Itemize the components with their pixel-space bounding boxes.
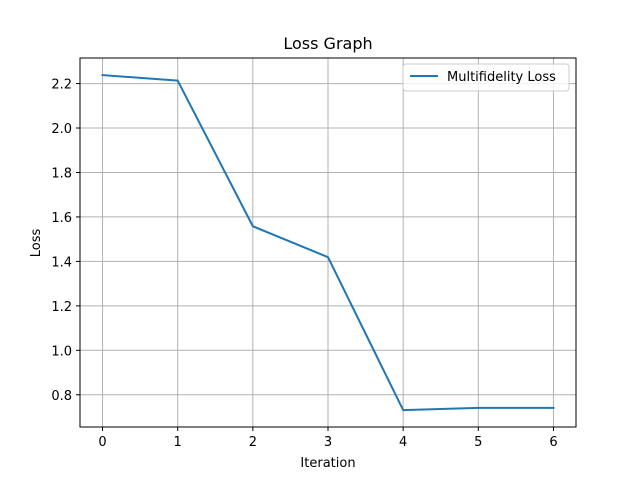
chart-title: Loss Graph xyxy=(283,34,372,53)
y-tick-label: 2.0 xyxy=(51,122,72,137)
x-tick-label: 0 xyxy=(98,435,106,450)
y-tick-label: 1.2 xyxy=(51,300,72,315)
y-axis-label: Loss xyxy=(29,229,44,258)
legend-box xyxy=(402,63,570,92)
y-tick-label: 1.4 xyxy=(51,255,72,270)
x-axis-ticks: 0 1 2 3 4 5 6 xyxy=(98,427,558,450)
grid-lines xyxy=(80,58,576,427)
y-tick-label: 0.8 xyxy=(51,389,72,404)
x-tick-label: 5 xyxy=(474,435,482,450)
x-tick-label: 2 xyxy=(249,435,257,450)
y-tick-label: 1.6 xyxy=(51,211,72,226)
y-tick-label: 1.0 xyxy=(51,344,72,359)
x-axis-label: Iteration xyxy=(300,456,355,471)
y-tick-label: 1.8 xyxy=(51,166,72,181)
x-tick-label: 4 xyxy=(399,435,407,450)
legend: Multifidelity Loss xyxy=(402,63,570,92)
legend-series-label: Multifidelity Loss xyxy=(447,70,556,85)
y-axis-ticks: 0.8 1.0 1.2 1.4 1.6 1.8 2.0 2.2 xyxy=(51,78,80,404)
x-tick-label: 6 xyxy=(549,435,557,450)
y-tick-label: 2.2 xyxy=(51,78,72,93)
x-tick-label: 1 xyxy=(174,435,182,450)
series-layer xyxy=(101,74,555,412)
x-tick-label: 3 xyxy=(324,435,332,450)
